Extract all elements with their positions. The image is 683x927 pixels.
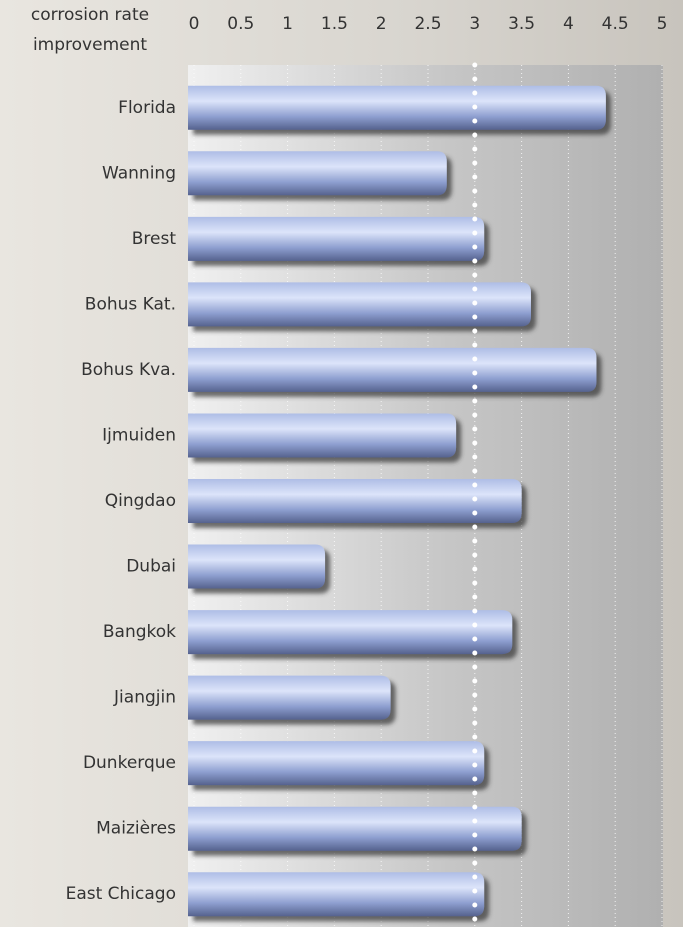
y-tick-label: Florida <box>118 98 176 118</box>
x-tick-label: 2 <box>376 14 387 34</box>
axis-label: improvement <box>33 35 147 55</box>
bar <box>188 282 531 327</box>
bar <box>188 610 513 655</box>
bar <box>188 675 391 720</box>
bar <box>188 216 485 261</box>
x-tick-label: 4 <box>563 14 574 34</box>
y-tick-label: Bohus Kat. <box>85 294 176 314</box>
x-tick-label: 4.5 <box>602 14 629 34</box>
bar <box>188 85 606 130</box>
x-tick-label: 1.5 <box>321 14 348 34</box>
x-tick-label: 1 <box>282 14 293 34</box>
y-tick-label: Dubai <box>126 557 176 577</box>
y-tick-label: Maizières <box>96 819 176 839</box>
x-tick-label: 3.5 <box>508 14 535 34</box>
bar <box>188 544 326 589</box>
bar <box>188 479 522 523</box>
y-tick-label: Wanning <box>102 163 176 183</box>
bar <box>188 741 485 786</box>
axis-label: corrosion rate <box>31 5 149 25</box>
y-tick-label: Bangkok <box>103 622 176 642</box>
y-tick-label: Brest <box>132 229 177 249</box>
y-tick-label: East Chicago <box>66 884 176 904</box>
bar <box>188 872 485 917</box>
x-tick-label: 0 <box>189 14 200 34</box>
bar <box>188 413 457 458</box>
x-tick-label: 2.5 <box>414 14 441 34</box>
bar <box>188 806 522 851</box>
y-tick-label: Jiangjin <box>113 688 176 708</box>
y-tick-label: Bohus Kva. <box>81 360 176 380</box>
bar <box>188 151 447 196</box>
x-tick-label: 5 <box>657 14 668 34</box>
x-tick-label: 0.5 <box>227 14 254 34</box>
x-tick-label: 3 <box>469 14 480 34</box>
bar <box>188 347 597 392</box>
y-tick-label: Dunkerque <box>83 753 176 773</box>
y-tick-label: Qingdao <box>105 491 176 511</box>
y-tick-label: Ijmuiden <box>102 425 176 445</box>
